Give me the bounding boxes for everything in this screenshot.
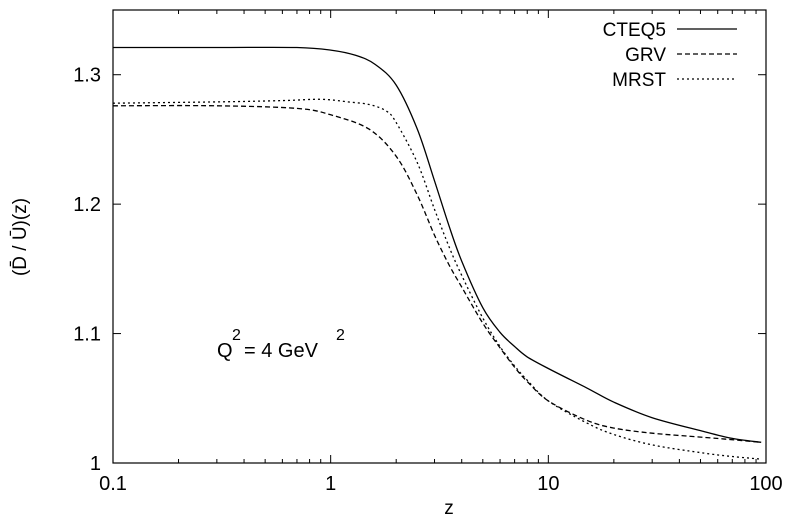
annotation-mid: = 4 GeV (244, 340, 319, 362)
x-axis-label: z (444, 498, 454, 514)
x-tick-label: 1 (325, 473, 336, 495)
y-tick-label: 1.2 (73, 194, 101, 216)
legend: CTEQ5 GRV MRST (603, 20, 737, 91)
x-tick-label: 0.1 (99, 473, 127, 495)
y-axis-label: (D̄ / Ū)(z) (10, 198, 31, 276)
y-tick-label: 1.1 (73, 324, 101, 346)
x-tick-label: 100 (749, 473, 782, 495)
legend-label-mrst: MRST (612, 70, 666, 91)
annotation-base: Q (217, 340, 233, 362)
annotation-q2: Q 2 = 4 GeV 2 (217, 327, 345, 362)
series-lines (112, 46, 762, 460)
x-tick-label: 10 (537, 473, 559, 495)
y-tick-label: 1 (90, 453, 101, 475)
series-line-cteq5 (112, 46, 762, 443)
annotation-exp2: 2 (336, 327, 345, 344)
annotation-exp: 2 (232, 327, 241, 344)
plot-frame (112, 9, 767, 464)
series-line-mrst (112, 98, 762, 460)
y-tick-label: 1.3 (73, 65, 101, 87)
legend-label-cteq5: CTEQ5 (603, 20, 666, 41)
series-line-grv (112, 104, 762, 443)
legend-label-grv: GRV (625, 45, 666, 66)
